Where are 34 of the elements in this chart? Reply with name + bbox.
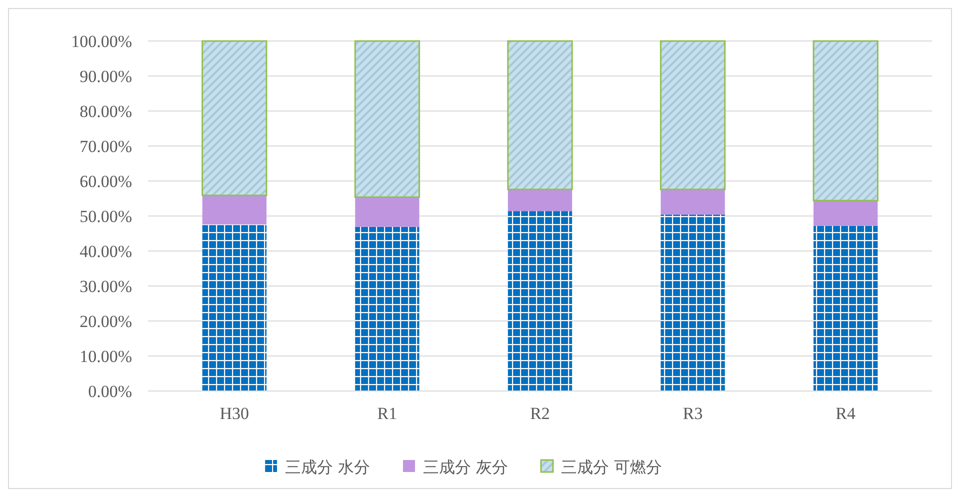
bar [508,189,572,212]
bar [355,197,420,227]
y-tick-label: 30.00% [80,276,132,296]
y-tick-label: 90.00% [80,66,132,86]
legend-label: 三成分 灰分 [423,458,508,477]
legend-label: 三成分 可燃分 [561,458,662,477]
y-tick-label: 50.00% [80,206,132,226]
bar [355,226,420,391]
bar [660,189,725,215]
bar [812,40,878,202]
bar [814,200,878,226]
bar [354,40,420,198]
bar [814,226,878,391]
x-tick-label: R4 [836,404,856,423]
y-tick-label: 100.00% [71,32,132,51]
x-tick-label: R1 [377,404,398,423]
y-tick-label: 80.00% [80,102,132,121]
x-tick-label: R2 [530,404,550,423]
bar [507,40,573,190]
legend-label: 三成分 水分 [285,458,370,477]
x-tick-label: H30 [220,404,250,423]
bar [202,195,266,224]
bar [202,224,266,391]
bar [202,40,268,196]
bar [660,40,726,190]
y-tick-label: 40.00% [80,242,132,261]
y-tick-label: 10.00% [80,346,132,366]
y-tick-label: 20.00% [80,312,132,331]
y-tick-label: 70.00% [80,136,132,156]
x-tick-label: R3 [682,404,703,423]
bar [660,214,725,391]
bar [508,211,572,391]
y-tick-label: 0.00% [88,382,132,401]
y-tick-label: 60.00% [80,172,132,191]
